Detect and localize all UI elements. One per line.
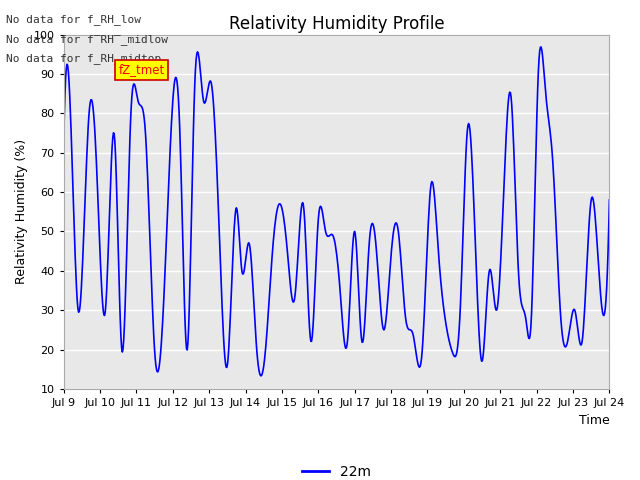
Text: fZ_tmet: fZ_tmet [118, 63, 164, 76]
Y-axis label: Relativity Humidity (%): Relativity Humidity (%) [15, 139, 28, 284]
X-axis label: Time: Time [579, 414, 609, 427]
Legend: 22m: 22m [296, 460, 377, 480]
Text: No data for f̅RH̅_midlow: No data for f̅RH̅_midlow [6, 34, 168, 45]
Text: No data for f_RH_low: No data for f_RH_low [6, 14, 141, 25]
Title: Relativity Humidity Profile: Relativity Humidity Profile [228, 15, 444, 33]
Text: No data for f_RH_midtop: No data for f_RH_midtop [6, 53, 162, 64]
